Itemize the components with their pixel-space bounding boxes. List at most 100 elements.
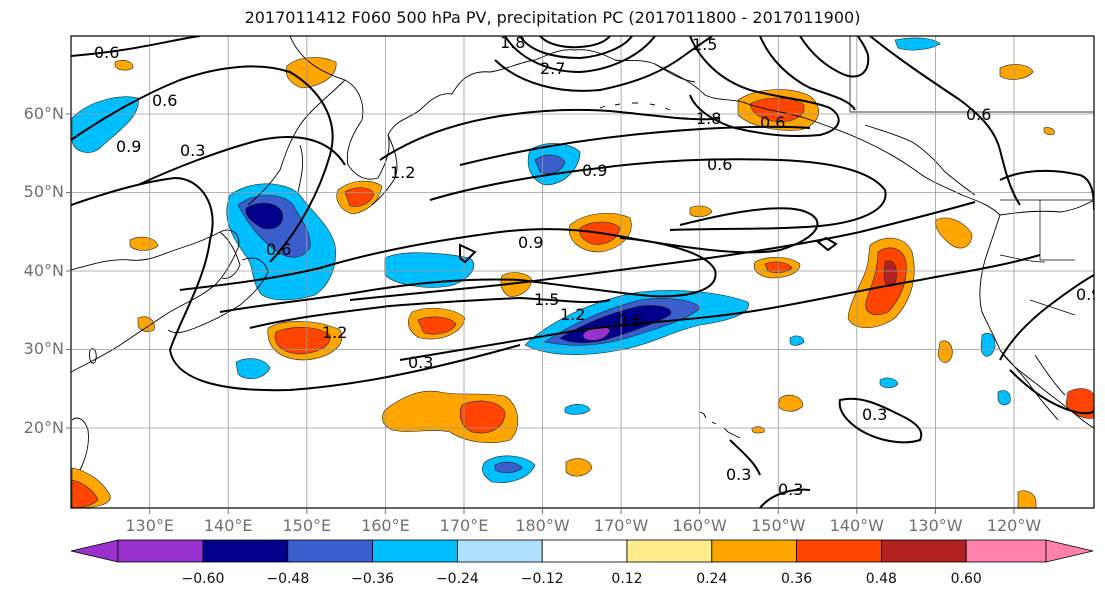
lon-label: 130°E xyxy=(125,516,175,535)
contour-1.2 xyxy=(379,108,721,161)
lat-label: 20°N xyxy=(23,418,64,437)
lon-label: 120°W xyxy=(986,516,1042,535)
colorbar-segment xyxy=(541,539,628,563)
contour-0.6-east xyxy=(869,36,1021,206)
lat-label: 60°N xyxy=(23,104,64,123)
colorbar-tick-label: −0.48 xyxy=(266,571,310,587)
colorbar-segment xyxy=(456,539,543,563)
contour-0.6-north xyxy=(71,36,201,57)
political-borders xyxy=(849,36,1094,316)
contour-0.3-south-east xyxy=(838,397,923,444)
colorbar-segment xyxy=(965,539,1047,563)
coast-korea xyxy=(219,231,241,279)
contour-label-group: 0.6 0.6 0.9 0.3 0.6 1.2 0.9 0.6 0.6 0.9 … xyxy=(94,33,1101,499)
contour-label: 0.3 xyxy=(180,141,205,160)
contour-label: 0.9 xyxy=(1076,285,1101,304)
lon-label: 160°W xyxy=(672,516,727,535)
contour-label: 0.6 xyxy=(617,311,642,330)
lon-label: 130°W xyxy=(908,516,963,535)
graticule xyxy=(71,36,1094,508)
contour-label: 0.6 xyxy=(760,113,785,132)
contour-label: 0.9 xyxy=(116,137,141,156)
colorbar xyxy=(70,539,1094,563)
coast-kamchatka xyxy=(371,134,398,206)
contour-2.7-ring xyxy=(504,36,656,74)
contour-label: 2.7 xyxy=(540,59,565,78)
coast-gulf-california xyxy=(1034,354,1066,396)
colorbar-tick-label: 0.60 xyxy=(950,571,982,587)
contour-1.5-jet xyxy=(249,296,611,329)
contour-1.2-jet xyxy=(219,237,717,313)
contour-label: 0.6 xyxy=(152,91,177,110)
colorbar-tick-label: −0.36 xyxy=(351,571,395,587)
colorbar-tick-label: 0.24 xyxy=(696,571,728,587)
coast-china xyxy=(71,229,240,373)
contour-0.6-mid xyxy=(349,201,976,301)
contour-label: 1.2 xyxy=(560,305,585,324)
lon-label: 160°E xyxy=(361,516,410,535)
contour-0.6-north-ring xyxy=(429,158,887,231)
contour-label: 1.8 xyxy=(500,33,525,52)
contour-label: 0.3 xyxy=(408,353,433,372)
contour-label: 0.9 xyxy=(518,233,543,252)
colorbar-segment xyxy=(711,539,797,563)
contour-label: 0.3 xyxy=(726,465,751,484)
lat-label: 30°N xyxy=(23,339,64,358)
precip-blob-180 xyxy=(384,252,475,288)
coast-japan xyxy=(167,257,269,334)
coast-siberia xyxy=(289,36,696,180)
contour-0.3-outer xyxy=(71,176,521,392)
colorbar-tick-label: 0.48 xyxy=(865,571,897,587)
contour-0.6-pac xyxy=(71,65,334,263)
lon-label: 150°E xyxy=(282,516,332,535)
map-title: 2017011412 F060 500 hPa PV, precipitatio… xyxy=(244,8,861,27)
contour-0.9-north xyxy=(459,125,811,166)
coast-philippines xyxy=(71,417,89,471)
contour-label: 0.6 xyxy=(966,105,991,124)
contour-label: 0.9 xyxy=(582,161,607,180)
colorbar-tick-label: −0.60 xyxy=(181,571,225,587)
colorbar-segment xyxy=(1045,539,1094,563)
colorbar-tick-label: 0.36 xyxy=(781,571,813,587)
coast-canada-interior xyxy=(999,199,1094,216)
colorbar-segment xyxy=(626,539,713,563)
contour-1.8-ring xyxy=(494,36,713,92)
lon-label: 170°E xyxy=(439,516,489,535)
lon-label: 150°W xyxy=(751,516,806,535)
coast-baja xyxy=(999,349,1059,421)
colorbar-segment xyxy=(881,539,967,563)
lon-label: 180°W xyxy=(515,516,570,535)
colorbar-segment xyxy=(287,539,373,563)
pv-contours xyxy=(71,36,1094,508)
contour-label: 0.6 xyxy=(94,43,119,62)
coast-sakhalin xyxy=(297,144,304,193)
lat-label: 40°N xyxy=(23,261,64,280)
lon-label: 170°W xyxy=(593,516,649,535)
coast-alaska-panhandle xyxy=(864,124,976,196)
coast-hawaii xyxy=(699,411,741,439)
colorbar-tick-label: −0.12 xyxy=(520,571,564,587)
lon-label: 140°W xyxy=(829,516,884,535)
contour-label: 1.8 xyxy=(696,109,721,128)
coast-aleutians xyxy=(599,102,671,111)
colorbar-segment xyxy=(372,539,458,563)
contour-label: 0.6 xyxy=(707,155,732,174)
contour-alaska-ring xyxy=(689,36,840,137)
colorbar-tick-label: 0.12 xyxy=(611,571,643,587)
lon-label: 140°E xyxy=(203,516,253,535)
axis-ticks xyxy=(66,113,1015,514)
colorbar-segment xyxy=(117,539,204,563)
contour-0.3-south xyxy=(399,254,1041,361)
contour-label: 1.5 xyxy=(692,35,717,54)
contour-label: 1.2 xyxy=(322,323,347,342)
precipitation-shading xyxy=(71,37,1094,508)
contour-label: 0.3 xyxy=(778,480,803,499)
contour-label: 1.2 xyxy=(390,163,415,182)
contour-label: 0.6 xyxy=(266,240,291,259)
colorbar-segment xyxy=(202,539,289,563)
map-frame xyxy=(70,35,1095,509)
contour-label: 0.3 xyxy=(862,405,887,424)
colorbar-segment xyxy=(70,539,119,563)
colorbar-segment xyxy=(796,539,882,563)
